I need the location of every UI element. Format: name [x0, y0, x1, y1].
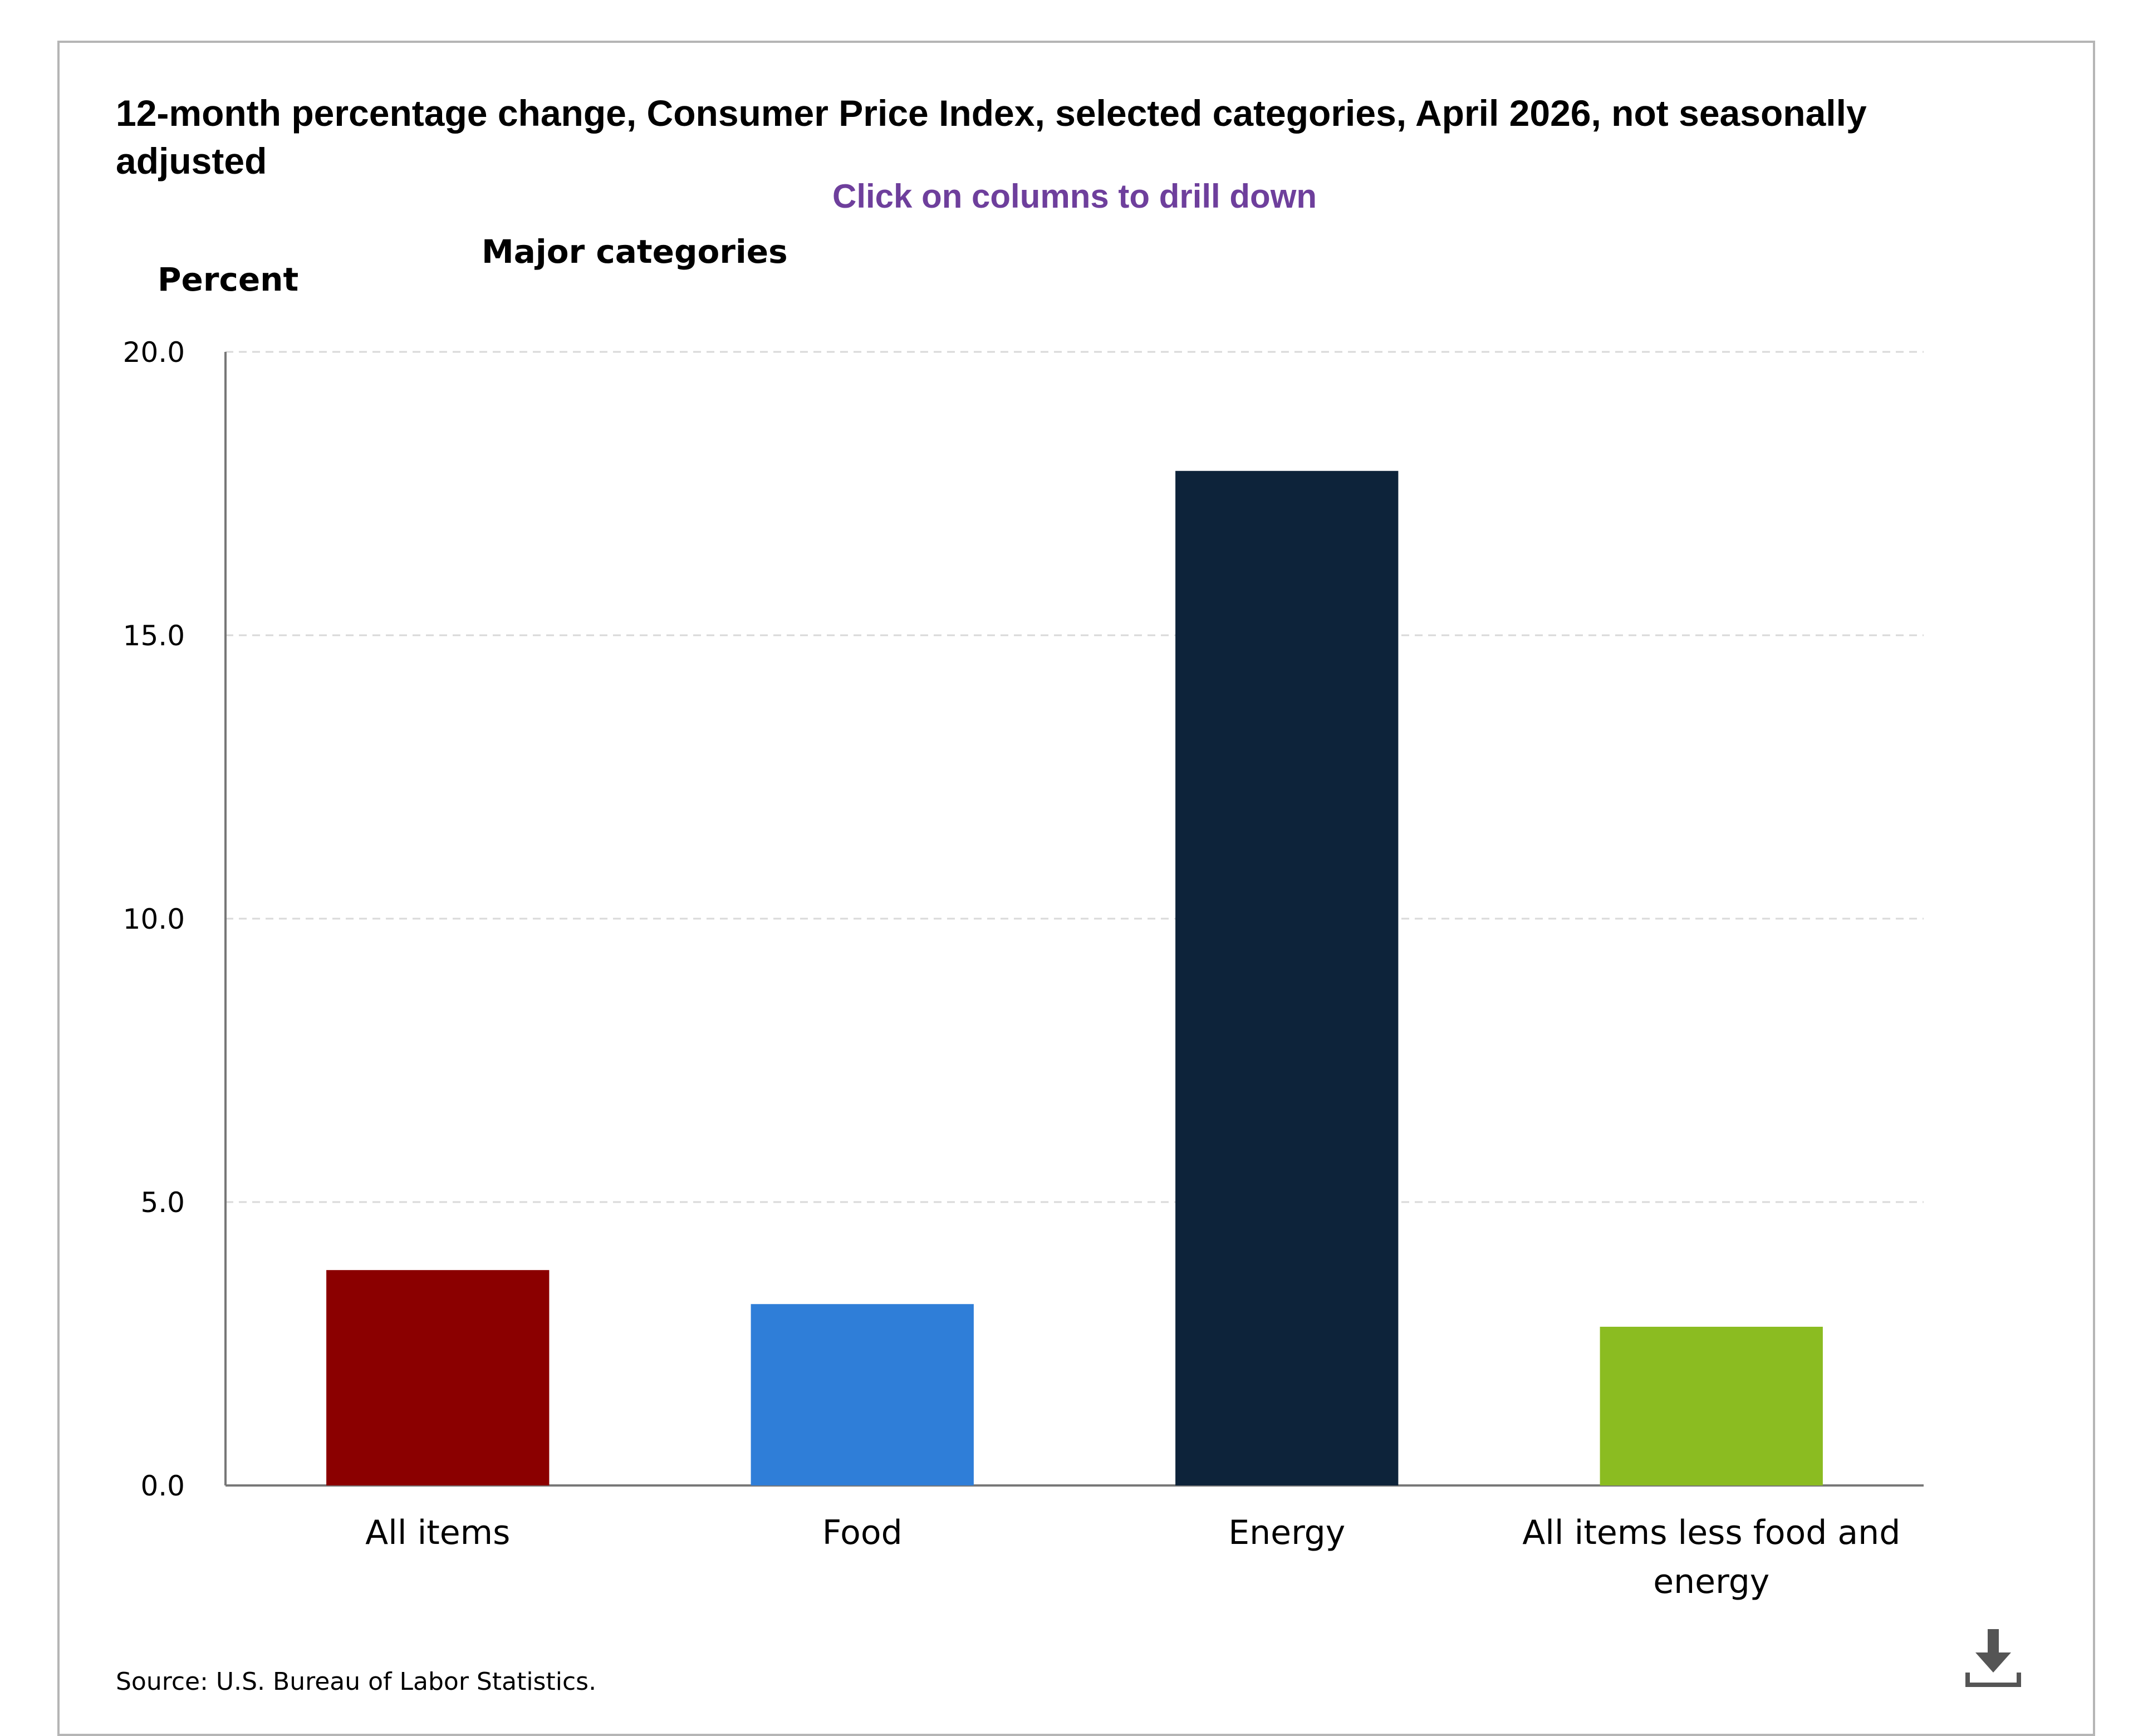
drill-down-hint: Click on columns to drill down [832, 178, 1317, 215]
chart-title: 12-month percentage change, Consumer Pri… [116, 92, 1867, 182]
y-tick-label: 10.0 [123, 903, 185, 935]
bar[interactable] [751, 1304, 974, 1485]
y-tick-label: 0.0 [140, 1470, 185, 1502]
y-tick-label: 15.0 [123, 620, 185, 652]
bar[interactable] [326, 1270, 550, 1485]
x-tick-label: All items [365, 1513, 510, 1552]
y-axis-label: Percent [158, 261, 299, 298]
source-note: Source: U.S. Bureau of Labor Statistics. [116, 1668, 597, 1696]
x-tick-label: Food [822, 1513, 903, 1552]
download-button[interactable] [1960, 1625, 2027, 1691]
bar[interactable] [1175, 470, 1399, 1485]
x-tick-label: Energy [1228, 1513, 1345, 1552]
x-tick-label: All items less food and [1522, 1513, 1900, 1552]
x-tick-label: energy [1653, 1562, 1769, 1601]
bar[interactable] [1600, 1326, 1823, 1485]
y-tick-label: 5.0 [140, 1186, 185, 1219]
y-tick-label: 20.0 [123, 336, 185, 369]
download-icon [1965, 1629, 2021, 1687]
chart-subtitle: Major categories [482, 233, 788, 271]
